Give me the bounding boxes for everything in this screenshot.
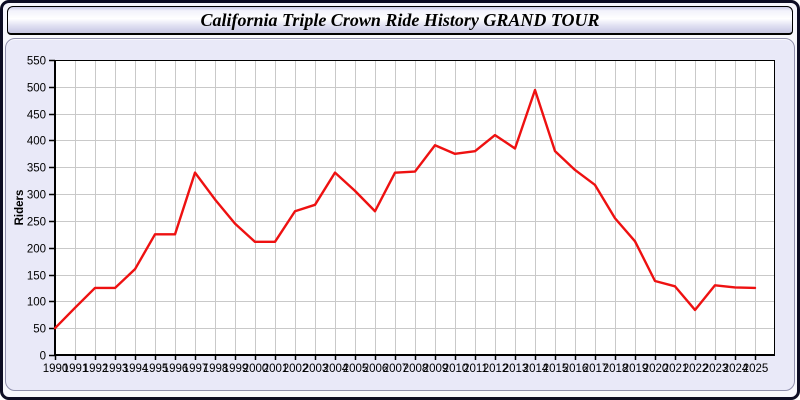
x-tick-label: 1993 [103,363,129,375]
y-tick-label: 150 [27,271,46,283]
x-tick-label: 2001 [263,363,289,375]
x-tick-label: 2014 [523,363,549,375]
y-tick-label: 0 [40,351,46,363]
x-tick-label: 2008 [403,363,429,375]
y-tick-label: 300 [27,190,46,202]
x-tick-label: 2005 [343,363,369,375]
x-tick-label: 2007 [383,363,409,375]
y-tick-label: 250 [27,217,46,229]
chart-panel: 0 50 100 150 200 250 300 350 400 450 500 550 1990 199… [5,38,795,391]
gridlines [55,60,775,355]
y-axis: 0 50 100 150 200 250 300 350 400 450 500 550 [27,56,55,363]
x-tick-label: 2009 [423,363,449,375]
x-tick-label: 2012 [483,363,509,375]
x-tick-label: 1997 [183,363,209,375]
x-tick-label: 2000 [243,363,269,375]
x-tick-label: 2021 [663,363,689,375]
ride-history-line-chart: 0501001502002503003504004505005501990199… [14,56,775,375]
x-tick-label: 1995 [143,363,169,375]
y-tick-label: 350 [27,163,46,175]
x-tick-label: 2018 [603,363,629,375]
x-tick-label: 2011 [463,363,488,375]
page-title: California Triple Crown Ride History GRA… [200,9,600,30]
x-tick-label: 1990 [43,363,69,375]
x-tick-label: 2019 [623,363,649,375]
x-tick-label: 2013 [503,363,529,375]
x-tick-label: 2002 [283,363,309,375]
x-tick-label: 1998 [203,363,229,375]
x-tick-label: 2015 [543,363,569,375]
x-tick-label: 1996 [163,363,189,375]
y-axis-title: Riders [14,190,26,226]
x-tick-label: 2023 [703,363,729,375]
y-tick-label: 200 [27,244,46,256]
y-tick-label: 500 [27,83,46,95]
y-tick-label: 50 [33,324,46,336]
x-tick-label: 1991 [63,363,89,375]
x-tick-label: 1992 [83,363,109,375]
x-tick-label: 2010 [443,363,469,375]
x-tick-label: 2017 [583,363,609,375]
x-tick-label: 2025 [743,363,769,375]
x-axis: 1990199119921993199419951996199719981999… [43,355,769,375]
y-tick-label: 100 [27,297,46,309]
x-tick-label: 1994 [123,363,149,375]
x-tick-label: 2020 [643,363,669,375]
y-tick-label: 550 [27,56,46,68]
x-tick-label: 2024 [723,363,749,375]
y-tick-label: 400 [27,136,46,148]
x-tick-label: 2016 [563,363,589,375]
x-tick-label: 2003 [303,363,329,375]
riders-series-line [53,88,757,330]
x-tick-label: 2004 [323,363,349,375]
x-tick-label: 2022 [683,363,709,375]
title-bar: California Triple Crown Ride History GRA… [7,6,793,35]
x-tick-label: 1999 [223,363,249,375]
y-tick-label: 450 [27,110,46,122]
x-tick-label: 2006 [363,363,389,375]
